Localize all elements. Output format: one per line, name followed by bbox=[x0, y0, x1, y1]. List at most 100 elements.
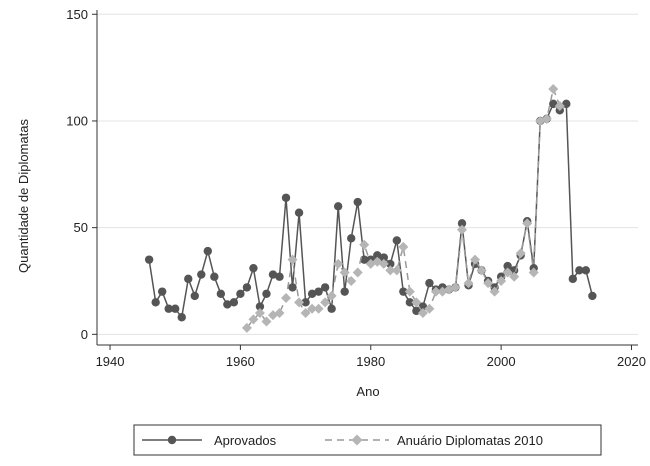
data-point-aprovados bbox=[405, 298, 415, 307]
data-point-anuario bbox=[509, 271, 520, 282]
data-point-anuario bbox=[300, 307, 311, 318]
y-axis-ticks: 0 50 100 150 bbox=[66, 7, 97, 342]
data-point-aprovados bbox=[288, 283, 297, 292]
data-point-aprovados bbox=[314, 287, 323, 296]
data-point-anuario bbox=[378, 258, 389, 269]
data-point-aprovados bbox=[275, 272, 284, 281]
data-point-anuario bbox=[554, 101, 565, 112]
data-point-anuario bbox=[326, 290, 337, 301]
data-point-aprovados bbox=[588, 291, 597, 301]
data-point-aprovados bbox=[392, 236, 402, 245]
data-point-aprovados bbox=[164, 304, 173, 313]
x-tick-label: 1940 bbox=[96, 354, 125, 369]
data-point-aprovados bbox=[379, 253, 388, 262]
x-tick-label: 2000 bbox=[487, 354, 516, 369]
data-point-aprovados bbox=[190, 291, 199, 301]
data-point-anuario bbox=[411, 297, 422, 308]
data-point-aprovados bbox=[301, 298, 310, 307]
y-tick-label: 50 bbox=[74, 220, 88, 235]
series-layer bbox=[144, 83, 597, 333]
data-point-anuario bbox=[515, 248, 526, 259]
data-point-aprovados bbox=[340, 287, 349, 296]
data-point-anuario bbox=[254, 307, 265, 318]
data-point-aprovados bbox=[216, 289, 226, 298]
data-point-aprovados bbox=[503, 261, 512, 271]
data-point-anuario bbox=[313, 303, 324, 314]
data-point-aprovados bbox=[333, 202, 343, 211]
data-point-anuario bbox=[287, 254, 298, 265]
data-point-aprovados bbox=[229, 298, 239, 307]
data-point-aprovados bbox=[307, 289, 317, 298]
data-point-anuario bbox=[470, 254, 481, 265]
y-tick-label: 100 bbox=[66, 113, 88, 128]
data-point-aprovados bbox=[184, 274, 193, 284]
data-point-aprovados bbox=[249, 263, 258, 273]
data-point-aprovados bbox=[373, 251, 382, 260]
legend-marker-aprovados bbox=[167, 435, 177, 445]
y-axis-title: Quantidade de Diplomatas bbox=[16, 119, 31, 273]
data-point-aprovados bbox=[353, 197, 362, 207]
data-point-anuario bbox=[391, 265, 402, 276]
data-point-aprovados bbox=[144, 255, 154, 264]
x-axis-title: Ano bbox=[356, 384, 379, 399]
legend-label-aprovados: Aprovados bbox=[214, 433, 277, 448]
x-tick-label: 1980 bbox=[356, 354, 385, 369]
data-point-anuario bbox=[333, 258, 344, 269]
data-point-anuario bbox=[320, 297, 331, 308]
data-point-anuario bbox=[522, 218, 533, 229]
legend: Aprovados Anuário Diplomatas 2010 bbox=[133, 424, 602, 456]
data-point-aprovados bbox=[171, 304, 180, 313]
data-point-aprovados bbox=[320, 283, 330, 292]
y-tick-label: 150 bbox=[66, 7, 88, 22]
data-point-aprovados bbox=[457, 219, 467, 228]
data-point-aprovados bbox=[581, 266, 591, 275]
data-point-aprovados bbox=[203, 246, 213, 256]
series-anuario bbox=[241, 83, 565, 333]
data-point-anuario bbox=[294, 297, 305, 308]
data-point-anuario bbox=[404, 286, 415, 297]
data-point-anuario bbox=[483, 278, 494, 289]
data-point-anuario bbox=[359, 239, 370, 250]
data-point-anuario bbox=[385, 265, 396, 276]
data-point-aprovados bbox=[151, 298, 160, 307]
data-point-aprovados bbox=[197, 270, 206, 279]
data-point-anuario bbox=[502, 267, 513, 278]
data-point-anuario bbox=[307, 303, 318, 314]
data-point-anuario bbox=[528, 267, 539, 278]
data-point-anuario bbox=[496, 275, 507, 286]
data-point-anuario bbox=[352, 267, 363, 278]
data-point-anuario bbox=[457, 224, 468, 235]
x-axis-ticks: 1940 1960 1980 2000 2020 bbox=[96, 345, 646, 369]
legend-label-anuario: Anuário Diplomatas 2010 bbox=[397, 433, 543, 448]
data-point-anuario bbox=[450, 282, 461, 293]
data-point-anuario bbox=[398, 241, 409, 252]
data-point-aprovados bbox=[575, 266, 584, 275]
data-point-anuario bbox=[281, 293, 292, 304]
data-point-anuario bbox=[424, 303, 435, 314]
data-point-aprovados bbox=[327, 304, 336, 313]
x-tick-label: 2020 bbox=[617, 354, 646, 369]
data-point-anuario bbox=[489, 286, 500, 297]
data-point-anuario bbox=[248, 314, 259, 325]
data-point-anuario bbox=[274, 307, 285, 318]
data-point-aprovados bbox=[210, 272, 219, 281]
data-point-aprovados bbox=[268, 270, 278, 279]
data-point-aprovados bbox=[386, 259, 395, 269]
data-point-aprovados bbox=[281, 193, 291, 202]
data-point-aprovados bbox=[360, 255, 369, 264]
data-point-aprovados bbox=[255, 302, 265, 311]
data-point-aprovados bbox=[262, 289, 271, 298]
data-point-anuario bbox=[346, 275, 357, 286]
data-point-anuario bbox=[417, 307, 428, 318]
data-point-aprovados bbox=[242, 283, 252, 292]
data-point-aprovados bbox=[568, 274, 578, 284]
data-point-aprovados bbox=[347, 234, 356, 243]
data-point-anuario bbox=[548, 83, 559, 94]
data-point-anuario bbox=[430, 286, 441, 297]
data-point-aprovados bbox=[236, 289, 245, 298]
data-point-anuario bbox=[241, 322, 252, 333]
data-point-anuario bbox=[541, 113, 552, 124]
data-point-anuario bbox=[339, 267, 350, 278]
